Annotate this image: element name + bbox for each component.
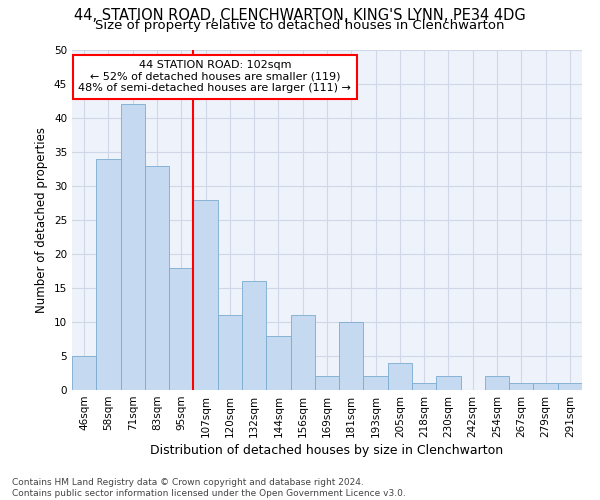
Bar — [485, 376, 509, 390]
Bar — [72, 356, 96, 390]
Bar — [290, 315, 315, 390]
Bar — [242, 281, 266, 390]
Text: Size of property relative to detached houses in Clenchwarton: Size of property relative to detached ho… — [95, 18, 505, 32]
Y-axis label: Number of detached properties: Number of detached properties — [35, 127, 49, 313]
Bar — [169, 268, 193, 390]
Bar — [339, 322, 364, 390]
Text: Contains HM Land Registry data © Crown copyright and database right 2024.
Contai: Contains HM Land Registry data © Crown c… — [12, 478, 406, 498]
Bar — [533, 383, 558, 390]
Bar — [218, 315, 242, 390]
Bar — [388, 363, 412, 390]
Bar — [558, 383, 582, 390]
Bar — [193, 200, 218, 390]
Bar — [509, 383, 533, 390]
Text: 44 STATION ROAD: 102sqm
← 52% of detached houses are smaller (119)
48% of semi-d: 44 STATION ROAD: 102sqm ← 52% of detache… — [79, 60, 351, 94]
Bar — [121, 104, 145, 390]
X-axis label: Distribution of detached houses by size in Clenchwarton: Distribution of detached houses by size … — [151, 444, 503, 457]
Bar — [266, 336, 290, 390]
Text: 44, STATION ROAD, CLENCHWARTON, KING'S LYNN, PE34 4DG: 44, STATION ROAD, CLENCHWARTON, KING'S L… — [74, 8, 526, 22]
Bar — [364, 376, 388, 390]
Bar — [412, 383, 436, 390]
Bar — [145, 166, 169, 390]
Bar — [96, 159, 121, 390]
Bar — [436, 376, 461, 390]
Bar — [315, 376, 339, 390]
